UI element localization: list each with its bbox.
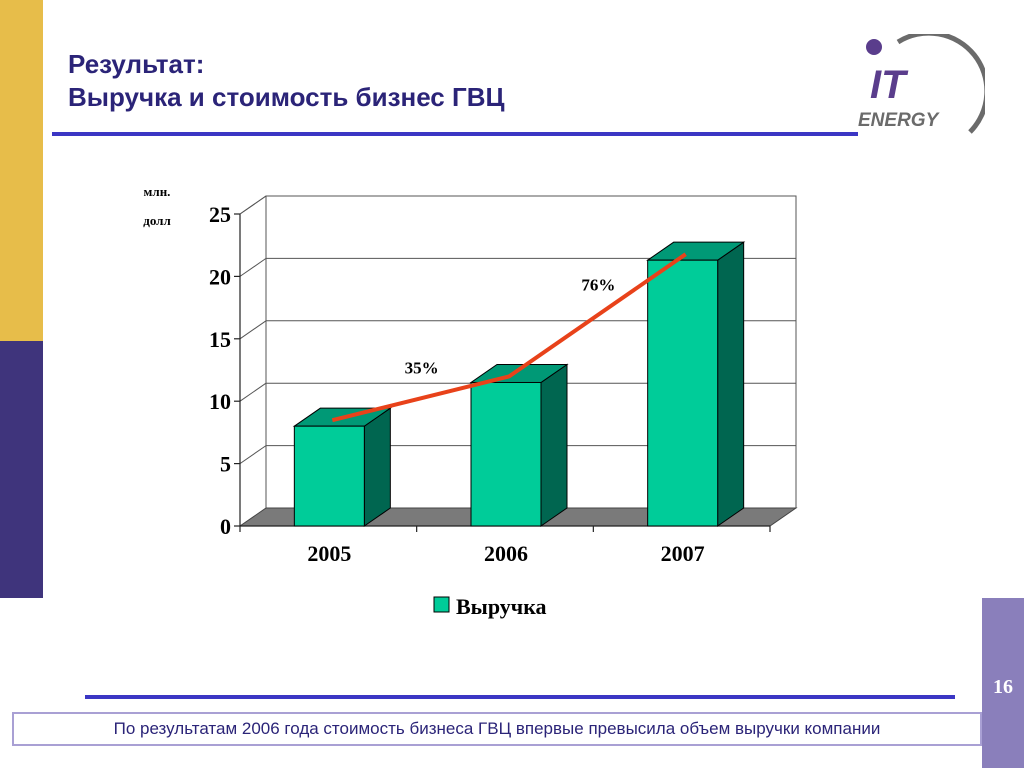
y-tick-label: 15 <box>209 327 231 352</box>
growth-line <box>331 252 687 423</box>
slide-title-line-2: Выручка и стоимость бизнес ГВЦ <box>68 82 505 112</box>
x-tick-label: 2006 <box>484 541 528 566</box>
logo-swoosh <box>896 34 985 134</box>
gridline-side <box>239 445 267 465</box>
gridline-side <box>239 257 267 277</box>
accent-band-purple <box>0 341 43 598</box>
bar <box>647 259 719 527</box>
bar <box>293 425 365 527</box>
y-tick-label: 0 <box>220 514 231 539</box>
gridline-side <box>239 320 267 340</box>
x-tick-label: 2005 <box>307 541 351 566</box>
y-tick-label: 25 <box>209 202 231 227</box>
y-tick-label: 10 <box>209 389 231 414</box>
bar <box>470 381 542 527</box>
y-tick-label: 5 <box>220 452 231 477</box>
logo-text-energy: ENERGY <box>858 110 941 131</box>
y-axis-unit-label: млн. <box>144 184 171 199</box>
accent-band-gold <box>0 0 43 341</box>
gridline-side <box>239 382 267 402</box>
page-number-box <box>982 598 1024 768</box>
logo-dot <box>866 39 882 55</box>
bar-side <box>363 407 391 527</box>
slide-title: Результат: Выручка и стоимость бизнес ГВ… <box>68 48 505 114</box>
bar-side <box>717 241 745 527</box>
it-energy-logo: IT ENERGY <box>858 34 985 134</box>
footer-divider <box>85 695 955 699</box>
title-divider <box>52 132 858 136</box>
growth-label: 35% <box>405 358 439 377</box>
y-axis-unit-label: долл <box>143 213 171 228</box>
page-number: 16 <box>993 676 1013 698</box>
y-tick-label: 20 <box>209 264 231 289</box>
legend-swatch <box>433 596 450 613</box>
slide-title-line-1: Результат: <box>68 49 205 79</box>
growth-label: 76% <box>581 275 615 294</box>
bar-side <box>540 363 568 527</box>
legend-label: Выручка <box>456 594 547 619</box>
x-tick-label: 2007 <box>661 541 705 566</box>
logo-text-it: IT <box>870 63 909 107</box>
caption: По результатам 2006 года стоимость бизне… <box>12 712 982 746</box>
y-axis-top-edge <box>239 195 267 215</box>
caption-text: По результатам 2006 года стоимость бизне… <box>113 719 881 738</box>
